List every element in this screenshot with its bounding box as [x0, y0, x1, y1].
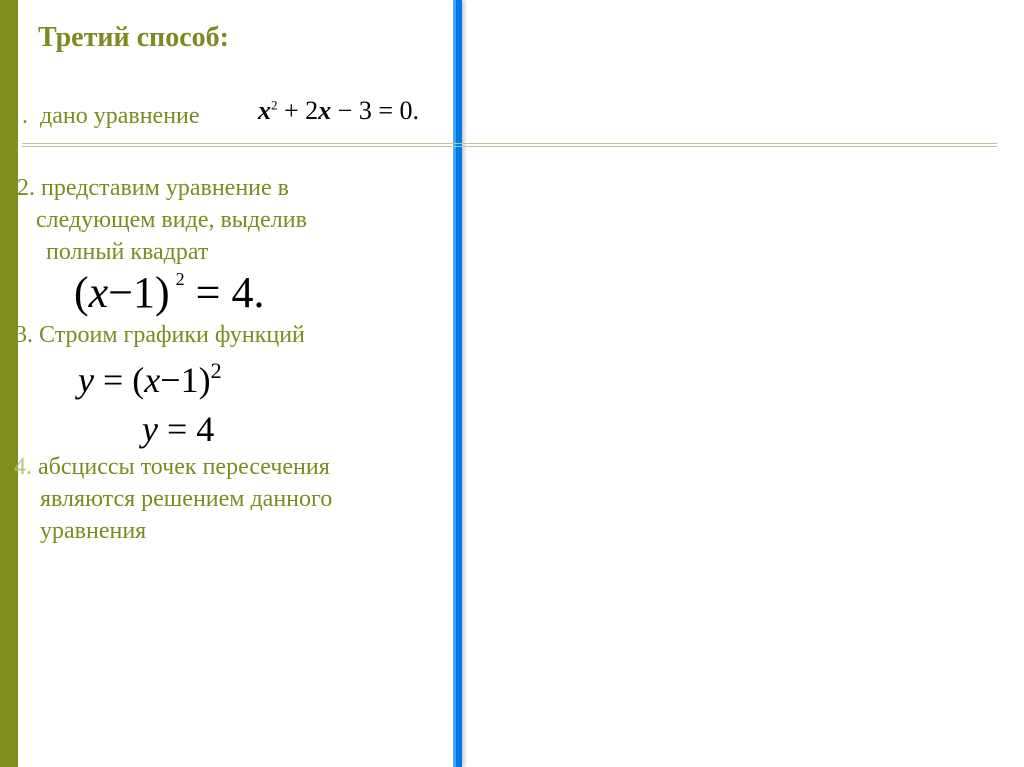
eq2-minus: −	[108, 268, 133, 317]
step2-line1: 2. представим уравнение в	[17, 175, 289, 202]
eq1-three: 3	[359, 96, 372, 125]
eq1-x: x	[258, 96, 271, 125]
eq1-period: .	[413, 96, 420, 125]
eq1-plus: +	[278, 96, 306, 125]
horizontal-rule-bottom	[22, 146, 997, 147]
eq3b-four: 4	[196, 409, 214, 449]
vertical-divider	[456, 0, 462, 767]
eq2-one: 1	[133, 268, 155, 317]
step3-equation-a: y = (x−1)2	[78, 358, 222, 401]
step2-number: 2.	[17, 175, 35, 201]
step1-text: . дано уравнение	[22, 103, 206, 130]
eq3a-one: 1	[181, 360, 199, 400]
eq1-x2: x	[318, 96, 331, 125]
sidebar-stripe	[0, 0, 18, 767]
eq3a-x: x	[144, 360, 160, 400]
eq2-x: x	[89, 268, 109, 317]
step3-equation-b: y = 4	[142, 408, 214, 450]
eq2-period: .	[254, 268, 265, 317]
step3-line1: 3. Строим графики функций	[15, 322, 305, 349]
step4-line2: являются решением данного	[40, 486, 332, 513]
eq2-four: 4	[232, 268, 254, 317]
step4-line1: 4. абсциссы точек пересечения	[14, 454, 330, 481]
eq1-coef2: 2	[305, 96, 318, 125]
step2-line3: полный квадрат	[40, 239, 208, 266]
eq1-zero: 0	[400, 96, 413, 125]
step4-line3: уравнения	[40, 518, 146, 545]
eq3a-minus: −	[160, 360, 180, 400]
eq3a-eq: =	[94, 360, 132, 400]
step3-text: Строим графики функций	[33, 322, 305, 348]
eq1-minus: −	[331, 96, 359, 125]
step2-line2: следующем виде, выделив	[36, 207, 307, 234]
step3-number: 3.	[15, 322, 33, 348]
eq1-eqs: =	[372, 96, 400, 125]
step4-number: 4.	[14, 454, 32, 480]
eq3a-exp: 2	[211, 358, 222, 383]
horizontal-rule-top	[22, 143, 997, 144]
eq2-eq: =	[185, 268, 232, 317]
eq3a-lpar: (	[132, 360, 144, 400]
step1-equation: x2 + 2x − 3 = 0.	[258, 96, 419, 126]
slide-title: Третий способ:	[38, 22, 229, 54]
eq3b-eq: =	[158, 409, 196, 449]
eq2-rpar: )	[155, 268, 170, 317]
eq3a-y: y	[78, 360, 94, 400]
step2-equation: (x−1) 2 = 4.	[74, 267, 265, 318]
eq2-exp: 2	[176, 269, 185, 289]
eq3a-rpar: )	[199, 360, 211, 400]
eq3b-y: y	[142, 409, 158, 449]
eq2-lpar: (	[74, 268, 89, 317]
step4-text1: абсциссы точек пересечения	[32, 454, 330, 480]
step2-text1: представим уравнение в	[35, 175, 289, 201]
slide: Третий способ: . дано уравнение x2 + 2x …	[0, 0, 1024, 767]
